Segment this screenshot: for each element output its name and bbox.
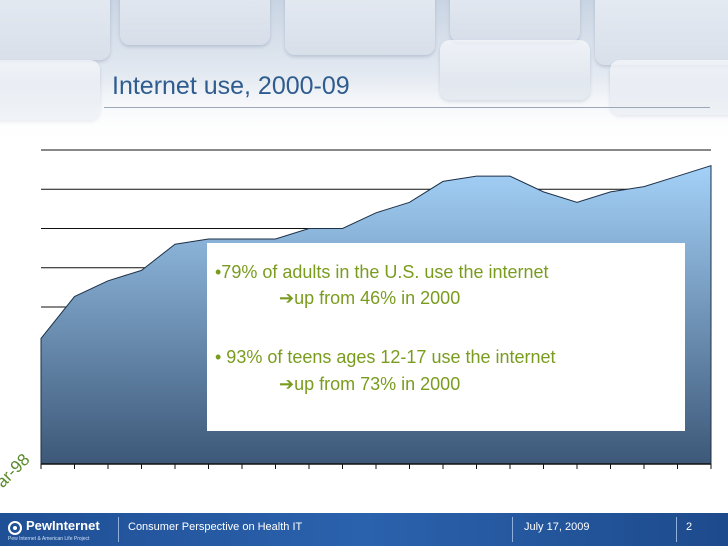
footer-divider [676, 517, 677, 542]
teens-change-text: up from 73% in 2000 [294, 374, 461, 394]
stats-callout: •79% of adults in the U.S. use the inter… [207, 243, 685, 431]
logo-subtext: Pew Internet & American Life Project [8, 536, 90, 542]
arrow-right-icon: ➔ [279, 288, 295, 308]
footer-bar [0, 513, 728, 546]
adults-stat: •79% of adults in the U.S. use the inter… [215, 262, 549, 282]
teens-stat: • 93% of teens ages 12-17 use the intern… [215, 347, 556, 367]
title-rule [104, 107, 710, 108]
keyboard-key [120, 0, 270, 45]
keyboard-key [450, 0, 580, 42]
footer-date: July 17, 2009 [524, 521, 590, 533]
background-fade [0, 80, 728, 150]
logo-text: PewInternet [26, 518, 100, 533]
x-axis [40, 463, 712, 469]
pew-internet-logo: PewInternet Pew Internet & American Life… [2, 515, 114, 544]
teens-change: ➔up from 73% in 2000 [279, 374, 460, 395]
footer-divider [512, 517, 513, 542]
keyboard-key [595, 0, 728, 65]
page-number: 2 [686, 521, 693, 533]
slide-title: Internet use, 2000-09 [112, 72, 350, 100]
footer-presentation-title: Consumer Perspective on Health IT [128, 521, 303, 533]
keyboard-key [285, 0, 435, 55]
adults-change-text: up from 46% in 2000 [294, 288, 461, 308]
keyboard-key [0, 0, 110, 60]
adults-change: ➔up from 46% in 2000 [279, 288, 460, 309]
arrow-right-icon: ➔ [279, 374, 295, 394]
logo-icon [8, 521, 22, 535]
footer-divider [118, 517, 119, 542]
